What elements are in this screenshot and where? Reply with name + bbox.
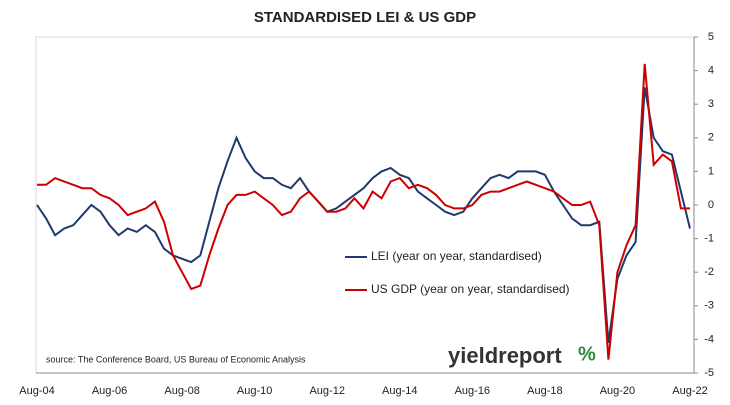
series-line: [37, 63, 690, 360]
source-note: source: The Conference Board, US Bureau …: [46, 354, 306, 364]
x-tick-label: Aug-20: [600, 385, 635, 397]
x-tick-label: Aug-04: [19, 385, 54, 397]
x-tick-label: Aug-18: [527, 385, 562, 397]
x-tick-label: Aug-10: [237, 385, 272, 397]
y-tick-label: 1: [708, 165, 714, 177]
x-tick-label: Aug-12: [309, 385, 344, 397]
y-tick-label: 3: [708, 98, 714, 110]
y-tick-label: 2: [708, 132, 714, 144]
y-tick-label: -3: [704, 300, 714, 312]
y-tick-label: -2: [704, 266, 714, 278]
series-line: [36, 87, 691, 343]
legend-label: US GDP (year on year, standardised): [371, 282, 570, 296]
y-tick-label: -4: [704, 333, 714, 345]
logo-symbol: %: [578, 343, 596, 365]
y-tick-label: -5: [704, 367, 714, 379]
x-tick-label: Aug-22: [672, 385, 707, 397]
logo-text: yieldreport: [448, 343, 562, 368]
x-tick-label: Aug-06: [92, 385, 127, 397]
y-tick-label: 0: [708, 199, 714, 211]
y-tick-label: -1: [704, 233, 714, 245]
x-tick-label: Aug-16: [455, 385, 490, 397]
legend-label: LEI (year on year, standardised): [371, 249, 542, 263]
x-tick-label: Aug-14: [382, 385, 417, 397]
chart-title: STANDARDISED LEI & US GDP: [254, 9, 476, 26]
y-tick-label: 5: [708, 31, 714, 43]
y-tick-label: 4: [708, 65, 714, 77]
x-tick-label: Aug-08: [164, 385, 199, 397]
